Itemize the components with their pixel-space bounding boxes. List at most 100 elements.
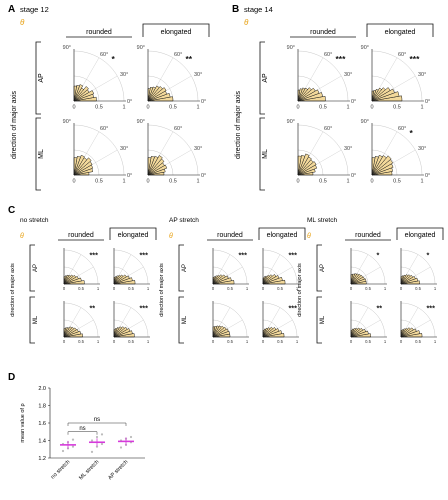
histogram-bar [63,326,75,338]
polar-histogram: 0 0.5 1 *** [262,301,299,344]
theta-symbol: θ [307,233,311,240]
column-header: rounded [310,29,336,36]
polar-histogram: 0 0.5 1 * [400,248,437,291]
histogram-bar [212,274,220,285]
histogram-bar [400,275,405,285]
data-point [129,435,133,439]
grid-arc [350,249,386,285]
angle-label-60: 60° [174,126,182,132]
histogram-bar [73,155,81,176]
column-header: rounded [217,232,243,239]
radial-tick-label: 0 [400,286,403,291]
column-header-bracket [142,23,210,37]
significance-marker: * [410,128,414,138]
theta-symbol: θ [169,233,173,240]
y-axis-label: mean value of ρ [20,403,26,442]
angle-label-0: 0° [351,173,356,179]
radial-tick-label: 0.5 [227,339,233,344]
histogram-bar [73,86,89,102]
histogram-bar [350,328,355,338]
column-header: rounded [355,232,381,239]
histogram-bar [63,274,71,285]
column-header-bracket [109,227,157,240]
grid-arc [371,124,423,176]
row-label: ML [33,315,39,324]
row-bracket [35,117,41,191]
significance-marker: *** [289,250,298,259]
row-bracket [35,41,41,115]
radial-tick-label: 1 [420,179,423,185]
polar-histogram: 0 0.5 1 ** [350,301,387,344]
radial-tick-label: 1 [196,179,199,185]
row-bracket [29,244,35,292]
angle-label-90: 90° [361,45,369,51]
radial-tick-label: 1 [434,339,437,344]
column-header: rounded [86,29,112,36]
histogram-bar [371,155,387,176]
polar-histogram: 0 0.5 1 ** [63,301,100,344]
histogram-bar [212,275,218,285]
histogram-bar [371,89,377,102]
grid-arc [400,249,436,285]
histogram-bar [212,325,220,338]
row-label: ML [182,315,188,324]
grid-arc [371,50,423,102]
radial-tick-label: 1 [147,339,150,344]
radial-tick-label: 0.5 [128,286,134,291]
grid-arc [297,124,349,176]
histogram-bar [297,88,303,102]
radial-tick-label: 1 [346,105,349,111]
angle-label-30: 30° [194,72,202,78]
histogram-bar [297,161,317,176]
y-tick-label: 1.8 [38,404,46,410]
histogram-bar [262,274,270,285]
histogram-bar [212,325,225,338]
polar-histogram: 0 0.5 1 *** [212,248,249,291]
grid-arc [262,302,298,338]
histogram-bar [371,87,386,102]
histogram-bar [212,276,216,285]
y-tick-label: 1.4 [38,439,46,445]
histogram-bar [113,326,123,338]
radial-tick-label: 1 [420,105,423,111]
row-bracket [29,296,35,344]
radial-tick-label: 0.5 [95,179,103,185]
radial-tick-label: 1 [122,179,125,185]
row-label: ML [320,315,326,324]
angle-label-90: 90° [287,119,295,125]
radial-tick-label: 0 [212,286,215,291]
grid-arc [262,249,298,285]
radial-tick-label: 0 [370,179,373,185]
row-label: AP [320,264,326,272]
data-point [95,445,99,448]
theta-symbol: θ [244,18,249,27]
histogram-bar [262,326,274,338]
histogram-bar [350,273,357,285]
angle-label-90: 90° [137,45,145,51]
radial-tick-label: 0.5 [393,179,401,185]
panel-title: stage 12 [20,5,49,14]
angle-label-60: 60° [100,52,108,58]
histogram-bar [297,87,312,102]
polar-histogram: 0 0.5 1 *** [262,248,299,291]
grid-arc [113,302,149,338]
row-label: AP [33,264,39,272]
grid-arc [297,149,324,176]
significance-marker: *** [140,303,149,312]
histogram-bar [350,327,361,338]
significance-marker: *** [239,250,248,259]
histogram-bar [113,274,124,285]
row-bracket [178,296,184,344]
angle-label-0: 0° [127,173,132,179]
radial-tick-label: 0.5 [169,105,177,111]
panel-letter: D [8,372,15,383]
histogram-bar [212,274,223,285]
angle-label-60: 60° [100,126,108,132]
radial-tick-label: 1 [147,286,150,291]
column-header: elongated [267,232,298,239]
histogram-bar [400,274,407,285]
radial-tick-label: 1 [384,339,387,344]
histogram-bar [113,326,125,338]
